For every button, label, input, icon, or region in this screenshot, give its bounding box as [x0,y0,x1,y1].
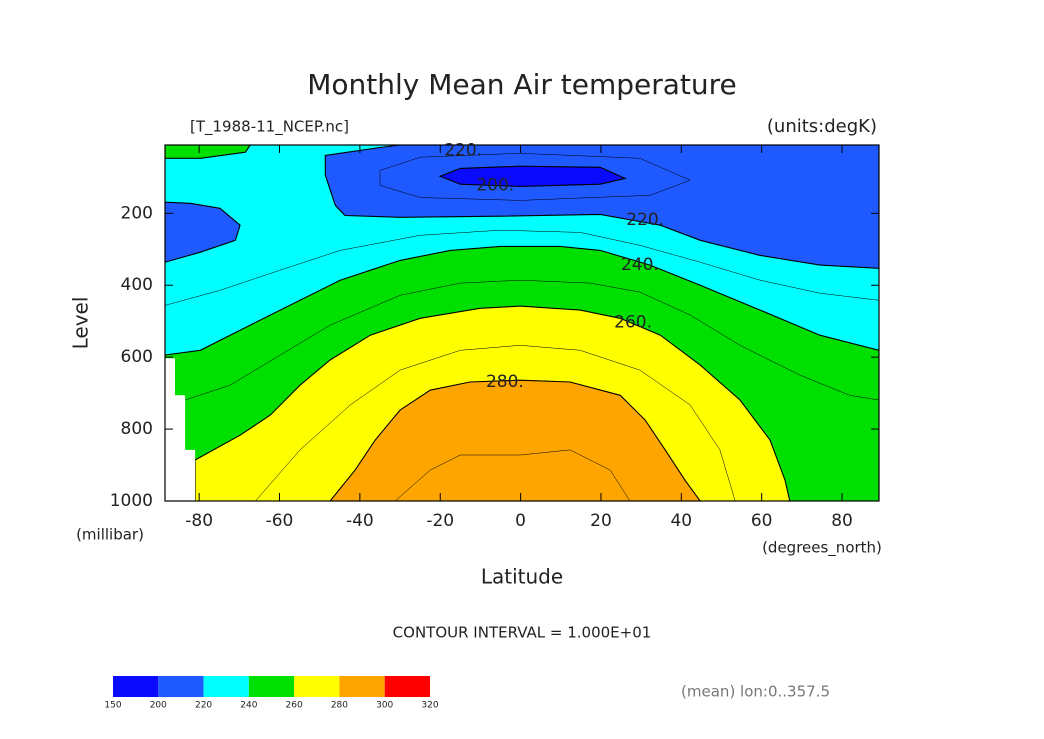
colorbar-label: 260 [286,701,303,711]
x-tick-label: 80 [831,511,853,531]
contour-fill [438,165,627,187]
colorbar-box [113,676,159,697]
colorbar-label: 300 [376,701,393,711]
x-tick-label: -20 [426,511,454,531]
chart-title: Monthly Mean Air temperature [307,68,737,101]
contour-line [255,345,736,501]
y-axis-label: Level [69,297,93,350]
colorbar-label: 320 [421,701,438,711]
plot-frame [164,144,880,502]
contour-label: 220. [444,140,482,160]
y-axis-units: (millibar) [76,526,144,544]
x-axis-label: Latitude [481,565,563,589]
contour-interval: CONTOUR INTERVAL = 1.000E+01 [393,624,652,642]
colorbar-box [203,676,249,697]
colorbar-box [384,676,430,697]
colorbar-label: 280 [331,701,348,711]
x-tick-label: 0 [515,511,526,531]
contour-label: 200. [476,175,514,195]
x-tick-label: 20 [590,511,612,531]
x-tick-label: 60 [751,511,773,531]
plot-area [165,145,879,501]
contour-line [185,279,879,401]
missing-data [165,358,196,501]
contour-label: 240. [621,255,659,275]
x-tick-label: -80 [185,511,213,531]
contour-line [379,153,691,201]
colorbar-box [339,676,385,697]
subtitle-right: (units:degK) [767,116,877,137]
subtitle-left: [T_1988-11_NCEP.nc] [190,118,349,137]
y-tick-label: 800 [121,419,153,439]
colorbar-label: 200 [150,701,167,711]
contour-label: 260. [614,312,652,332]
colorbar-label: 240 [240,701,257,711]
contour-label: 280. [486,372,524,392]
colorbar-label: 220 [195,701,212,711]
x-axis-units: (degrees_north) [762,539,882,558]
y-tick-label: 200 [121,203,153,223]
contour-line [165,229,879,306]
contour-line [395,449,631,501]
x-tick-label: -40 [346,511,374,531]
x-tick-label: -60 [266,511,294,531]
contour-fill [165,201,241,263]
y-tick-label: 400 [121,275,153,295]
contour-label: 220. [626,210,664,230]
colorbar-box [158,676,204,697]
colorbar-box [248,676,295,697]
colorbar-box [294,676,340,697]
footnote: (mean) lon:0..357.5 [681,683,830,701]
y-tick-label: 1000 [110,491,153,511]
colorbar-label: 150 [104,701,121,711]
x-tick-label: 40 [670,511,692,531]
y-tick-label: 600 [121,347,153,367]
contour-fill [329,379,701,501]
contour-fill [165,145,251,159]
